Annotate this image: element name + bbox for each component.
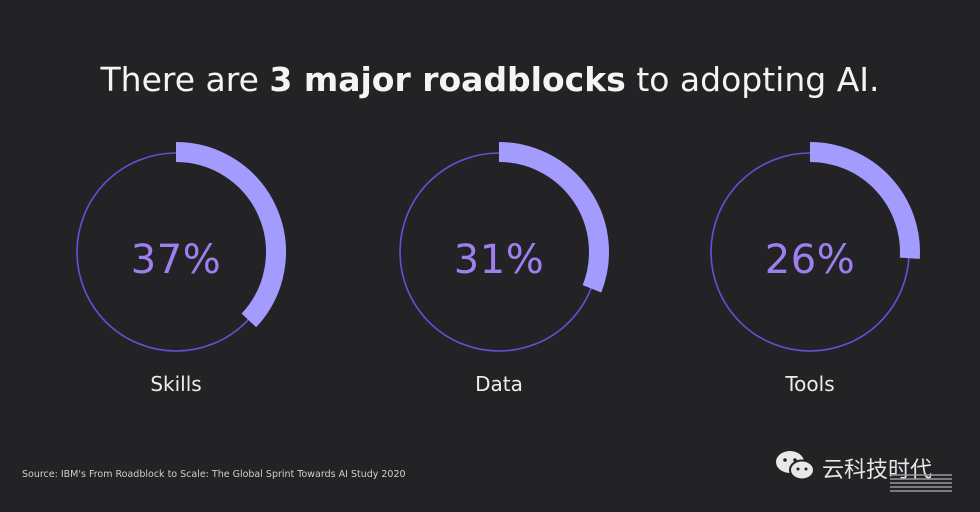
skills-value-label: 37% [130,237,222,283]
ibm-logo [890,474,952,492]
skills-percent-arc [175,142,286,328]
page-title: There are 3 major roadblocks to adopting… [0,58,980,102]
data-percent-arc [498,142,609,293]
title-prefix: There are [100,60,270,99]
tools-value-label: 26% [764,237,856,283]
title-emphasis: 3 major roadblocks [269,60,626,99]
skills-category-label: Skills [150,372,202,396]
source-note: Source: IBM's From Roadblock to Scale: T… [22,469,406,480]
tools-category-label: Tools [785,372,835,396]
data-value-label: 31% [453,237,545,283]
wechat-icon [774,448,816,488]
title-suffix: to adopting AI. [625,60,880,99]
tools-percent-arc [809,142,920,259]
data-category-label: Data [475,372,523,396]
